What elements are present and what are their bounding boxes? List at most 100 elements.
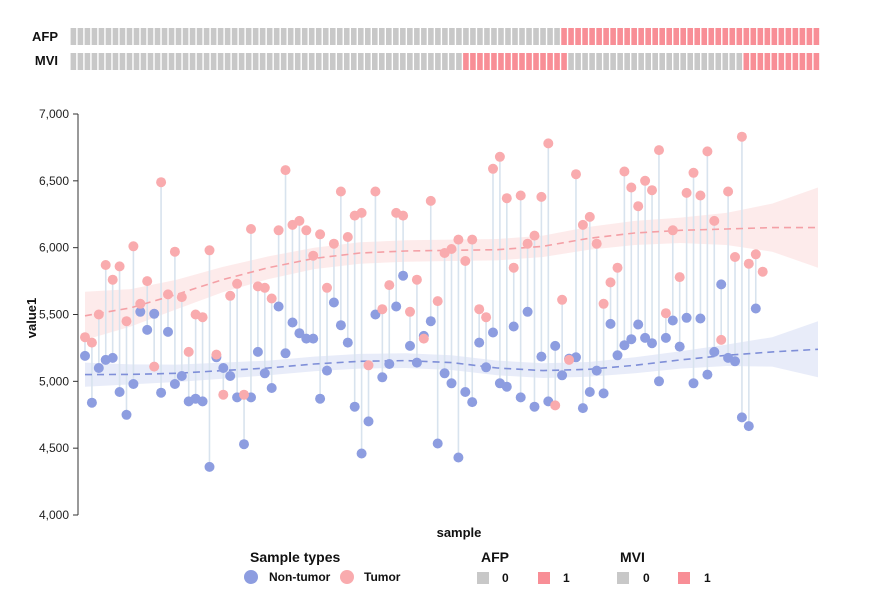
non-tumor-point [647, 338, 657, 349]
track-afp-cell [414, 28, 420, 45]
tumor-point [411, 274, 422, 285]
tumor-point [432, 296, 443, 307]
non-tumor-point [612, 350, 623, 361]
track-afp-cell [393, 28, 399, 45]
non-tumor-point [619, 340, 630, 351]
tumor-point [86, 337, 97, 348]
track-mvi-cell [484, 53, 490, 70]
non-tumor-point [349, 401, 360, 412]
y-tick-label: 6,500 [39, 174, 69, 188]
track-label-mvi: MVI [35, 53, 58, 68]
track-afp-cell [631, 28, 637, 45]
tumor-point [494, 151, 505, 162]
non-tumor-point [432, 438, 443, 449]
track-mvi-cell [687, 53, 694, 70]
track-mvi-cell [666, 53, 672, 70]
track-mvi-cell [294, 53, 301, 70]
tumor-point [197, 312, 208, 323]
track-mvi-cell [231, 53, 238, 70]
tumor-point [488, 163, 498, 174]
track-afp-cell [364, 28, 371, 45]
tumor-point [377, 304, 388, 315]
track-afp-cell [456, 28, 462, 45]
tumor-point [80, 332, 90, 343]
non-tumor-point [107, 352, 118, 363]
track-afp-cell [77, 28, 84, 45]
track-mvi-cell [161, 53, 168, 70]
non-tumor-point [633, 319, 644, 330]
non-tumor-point [654, 376, 664, 387]
non-tumor-point [398, 270, 409, 281]
track-mvi-cell [526, 53, 532, 70]
tumor-point [384, 280, 395, 291]
track-mvi-cell [554, 53, 560, 70]
track-afp-cell [582, 28, 588, 45]
non-tumor-point [501, 381, 512, 392]
y-tick-label: 4,000 [39, 508, 69, 522]
track-afp-cell [680, 28, 687, 45]
track-mvi-cell [224, 53, 231, 70]
track-mvi-cell [715, 53, 722, 70]
track-afp-cell [512, 28, 518, 45]
track-mvi-cell [329, 53, 336, 70]
track-mvi-cell [322, 53, 329, 70]
track-mvi-cell [736, 53, 743, 70]
track-afp-cell [350, 28, 357, 45]
non-tumor-point [584, 387, 595, 397]
track-mvi-cell [421, 53, 427, 70]
tumor-point [370, 186, 381, 197]
non-tumor-point [640, 332, 651, 343]
tumor-point [149, 361, 160, 372]
track-afp-cell [435, 28, 441, 45]
tumor-point [93, 309, 104, 320]
track-mvi-cell [533, 53, 539, 70]
track-mvi-cell [147, 53, 154, 70]
tumor-point [557, 294, 568, 305]
non-tumor-point [149, 308, 160, 319]
track-mvi-cell [357, 53, 364, 70]
legend-mvi-1-label: 1 [704, 571, 711, 585]
track-afp-cell [778, 28, 785, 45]
tumor-point [584, 211, 595, 222]
track-afp-cell [294, 28, 301, 45]
track-mvi-cell [414, 53, 420, 70]
track-afp-cell [484, 28, 490, 45]
track-mvi-cell [379, 53, 385, 70]
y-tick-label: 7,000 [39, 107, 69, 121]
tumor-point [647, 185, 657, 196]
track-afp-cell [533, 28, 539, 45]
lollipop-stems [84, 136, 757, 467]
non-tumor-point [328, 297, 339, 308]
non-tumor-point [239, 439, 249, 450]
track-afp-cell [231, 28, 238, 45]
track-afp-cell [147, 28, 154, 45]
track-afp-cell [477, 28, 483, 45]
non-tumor-trend-line [84, 348, 819, 376]
legend-mvi-0-swatch [617, 572, 629, 584]
tumor-point [218, 389, 229, 400]
non-tumor-point [626, 334, 637, 345]
track-mvi-cell [778, 53, 785, 70]
track-mvi-cell [771, 53, 778, 70]
track-label-afp: AFP [32, 29, 58, 44]
track-afp-cell [245, 28, 252, 45]
tumor-confidence-band [85, 187, 818, 340]
track-mvi-cell [301, 53, 308, 70]
track-mvi-cell [84, 53, 91, 70]
tumor-point [273, 225, 284, 236]
tumor-point [681, 187, 692, 198]
tumor-point [667, 225, 678, 236]
tumor-point [246, 224, 256, 234]
tumor-point [156, 177, 167, 188]
track-mvi-cell [372, 53, 378, 70]
track-mvi-cell [631, 53, 637, 70]
tumor-point [688, 167, 699, 178]
track-afp-cell [757, 28, 764, 45]
track-mvi-cell [575, 53, 581, 70]
non-tumor-point [508, 321, 519, 332]
track-mvi-cell [112, 53, 119, 70]
track-afp-cell [210, 28, 217, 45]
track-afp-cell [610, 28, 616, 45]
y-axis-title: value1 [24, 298, 39, 338]
non-tumor-point [377, 372, 388, 383]
